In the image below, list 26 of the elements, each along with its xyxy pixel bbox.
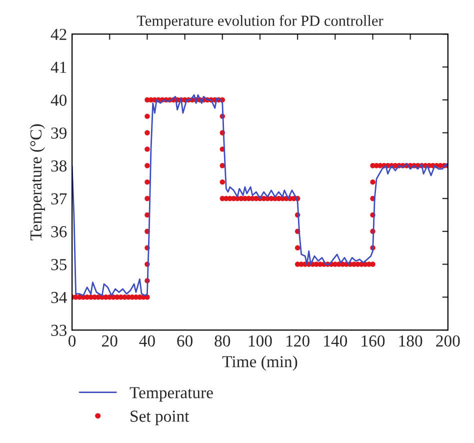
- y-axis-title: Temperature (°C): [30, 124, 45, 240]
- x-tick-label: 40: [139, 335, 155, 347]
- y-tick-label: 41: [50, 62, 66, 73]
- x-tick-label: 160: [362, 335, 385, 347]
- x-tick-label: 200: [436, 335, 460, 347]
- x-tick-label: 20: [102, 335, 118, 347]
- legend-label: Set point: [130, 410, 190, 426]
- y-tick-label: 35: [51, 259, 67, 270]
- x-tick-label: 120: [286, 335, 310, 347]
- chart-title: Temperature evolution for PD controller: [136, 15, 384, 30]
- y-tick-label: 37: [51, 193, 67, 204]
- x-tick-label: 60: [177, 335, 193, 347]
- x-tick-label: 180: [399, 335, 422, 347]
- x-tick-label: 80: [214, 335, 230, 347]
- y-tick-label: 40: [50, 94, 67, 106]
- legend-label: Temperature: [130, 387, 213, 402]
- y-tick-label: 36: [51, 226, 67, 238]
- y-tick-label: 38: [51, 160, 67, 172]
- y-tick-label: 42: [50, 28, 66, 40]
- y-tick-label: 33: [51, 324, 67, 336]
- y-tick-label: 34: [51, 292, 67, 304]
- x-tick-label: 100: [248, 335, 272, 347]
- x-tick-label: 0: [68, 335, 76, 347]
- x-tick-label: 140: [324, 335, 348, 347]
- x-axis-title: Time (min): [222, 356, 298, 371]
- y-tick-label: 39: [51, 128, 67, 139]
